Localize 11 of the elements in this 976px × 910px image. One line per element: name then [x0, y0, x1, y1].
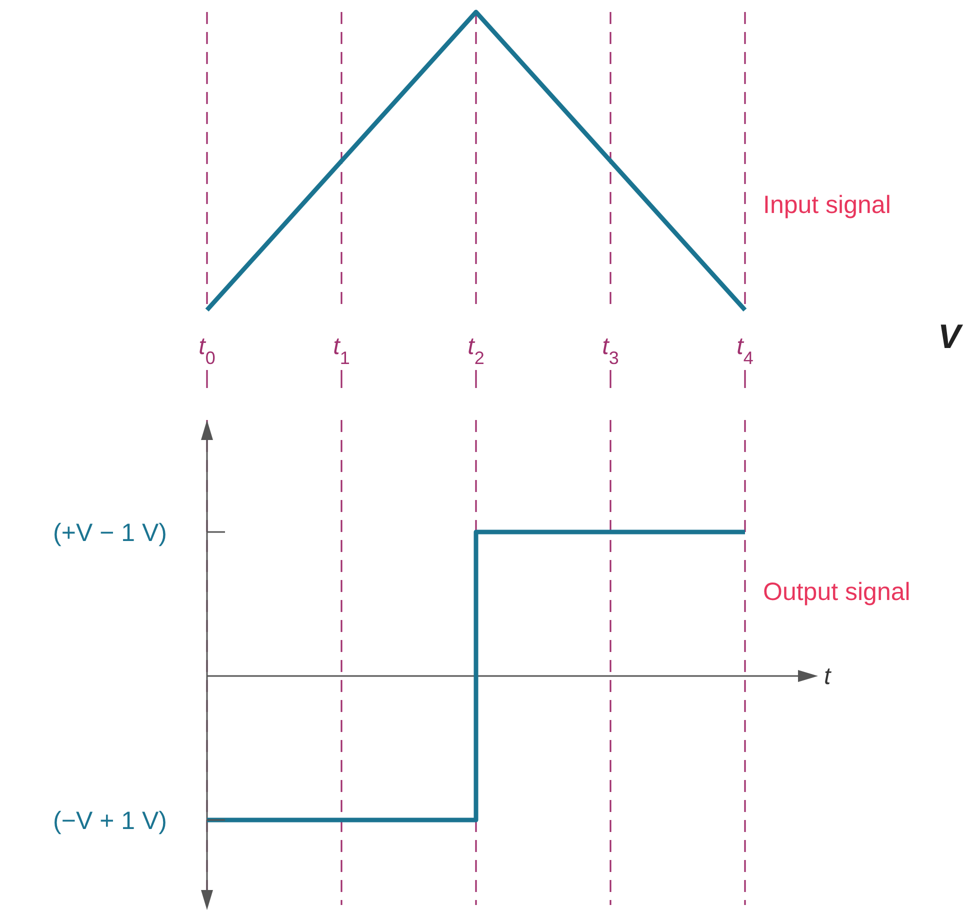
x-tick-label: t$_{3}$ [602, 333, 619, 368]
x-tick-label: t$_{0}$ [198, 333, 216, 368]
annotation: Input signal [763, 191, 891, 219]
x-tick-label: t$_{2}$ [468, 333, 484, 368]
text: (+V − 1 V) [53, 519, 167, 547]
text: V [938, 318, 964, 356]
x-tick-label: t$_{4}$ [736, 333, 754, 368]
x-tick-label: t$_{1}$ [333, 333, 350, 368]
text: (−V + 1 V) [53, 807, 167, 835]
annotation: Output signal [763, 578, 910, 606]
x-axis-title: t [824, 663, 832, 690]
